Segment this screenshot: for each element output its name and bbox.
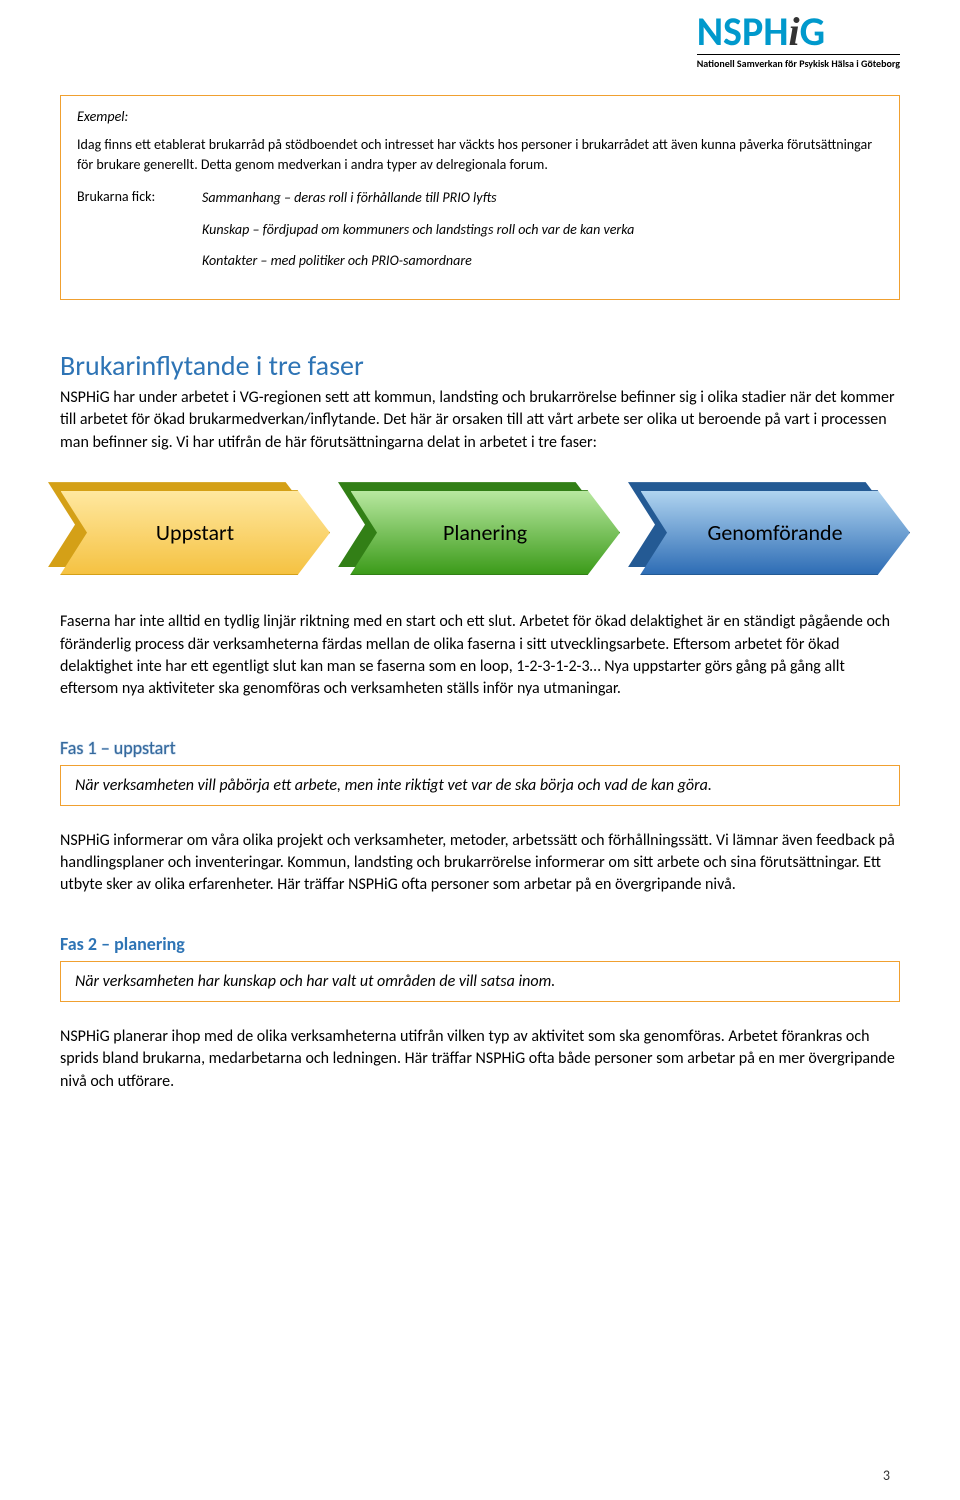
p2: Faserna har inte alltid en tydlig linjär… xyxy=(60,611,900,701)
logo-title-pre: NSPH xyxy=(697,7,789,56)
logo-title-i: i xyxy=(788,9,799,54)
phase-label: Genomförande xyxy=(707,519,842,546)
fas2-italic-box: När verksamheten har kunskap och har val… xyxy=(60,961,900,1002)
phase-item-uppstart: Uppstart xyxy=(60,490,320,575)
fas2-heading: Fas 2 – planering xyxy=(60,933,900,955)
fas1-body: NSPHiG informerar om våra olika projekt … xyxy=(60,830,900,897)
phase-label: Planering xyxy=(443,519,527,546)
phase-shape: Uppstart xyxy=(60,490,330,575)
exempel-right: Sammanhang – deras roll i förhållande ti… xyxy=(202,188,883,283)
section1-p1: NSPHiG har under arbetet i VG-regionen s… xyxy=(60,387,900,454)
exempel-line: Sammanhang – deras roll i förhållande ti… xyxy=(202,188,883,208)
phase-shape: Genomförande xyxy=(640,490,910,575)
logo-title-post: G xyxy=(800,7,826,56)
exempel-left-label: Brukarna fick: xyxy=(77,188,172,283)
exempel-box: Exempel: Idag finns ett etablerat brukar… xyxy=(60,95,900,300)
exempel-intro: Idag finns ett etablerat brukarråd på st… xyxy=(77,135,883,174)
phase-item-genomforande: Genomförande xyxy=(640,490,900,575)
logo-title: NSPHiG xyxy=(697,12,900,52)
exempel-line: Kontakter – med politiker och PRIO-samor… xyxy=(202,251,883,271)
phase-row: Uppstart Planering Genomförande xyxy=(60,490,900,575)
fas1-italic-box: När verksamheten vill påbörja ett arbete… xyxy=(60,765,900,806)
exempel-row: Brukarna fick: Sammanhang – deras roll i… xyxy=(77,188,883,283)
phase-label: Uppstart xyxy=(156,519,234,546)
exempel-label: Exempel: xyxy=(77,108,883,125)
phase-item-planering: Planering xyxy=(350,490,610,575)
fas2-body: NSPHiG planerar ihop med de olika verksa… xyxy=(60,1026,900,1093)
page-number: 3 xyxy=(883,1467,890,1484)
phase-shape: Planering xyxy=(350,490,620,575)
logo-subtitle: Nationell Samverkan för Psykisk Hälsa i … xyxy=(697,54,900,70)
section-title: Brukarinflytande i tre faser xyxy=(60,348,900,383)
exempel-line: Kunskap – fördjupad om kommuners och lan… xyxy=(202,220,883,240)
logo: NSPHiG Nationell Samverkan för Psykisk H… xyxy=(697,12,900,70)
fas1-heading: Fas 1 – uppstart xyxy=(60,737,900,759)
